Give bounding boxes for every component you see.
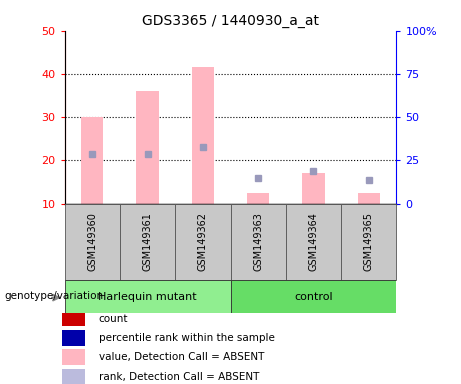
Bar <box>302 173 325 204</box>
Bar <box>247 193 269 204</box>
Bar <box>230 204 286 280</box>
Bar <box>341 204 396 280</box>
Bar <box>175 204 230 280</box>
Bar <box>62 369 85 384</box>
Text: GSM149363: GSM149363 <box>253 212 263 271</box>
Text: GSM149364: GSM149364 <box>308 212 319 271</box>
Text: control: control <box>294 291 333 302</box>
Bar <box>65 204 120 280</box>
Bar <box>230 280 396 313</box>
Bar <box>192 68 214 204</box>
Text: count: count <box>99 314 128 324</box>
Text: GSM149361: GSM149361 <box>142 212 153 271</box>
Text: genotype/variation: genotype/variation <box>5 291 104 301</box>
Bar <box>62 349 85 365</box>
Text: GSM149360: GSM149360 <box>87 212 97 271</box>
Text: value, Detection Call = ABSENT: value, Detection Call = ABSENT <box>99 352 264 362</box>
Text: GSM149362: GSM149362 <box>198 212 208 271</box>
Bar <box>136 91 159 204</box>
Text: percentile rank within the sample: percentile rank within the sample <box>99 333 275 343</box>
Bar <box>81 117 103 204</box>
Text: rank, Detection Call = ABSENT: rank, Detection Call = ABSENT <box>99 372 259 382</box>
Text: GSM149365: GSM149365 <box>364 212 374 271</box>
Bar <box>62 311 85 326</box>
Bar <box>286 204 341 280</box>
Title: GDS3365 / 1440930_a_at: GDS3365 / 1440930_a_at <box>142 14 319 28</box>
Bar <box>358 193 380 204</box>
Text: Harlequin mutant: Harlequin mutant <box>98 291 197 302</box>
Bar <box>65 280 230 313</box>
Bar <box>62 330 85 346</box>
Bar <box>120 204 175 280</box>
